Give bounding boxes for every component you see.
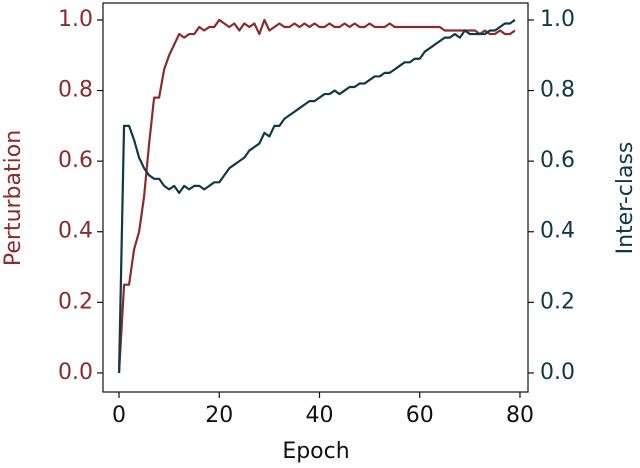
- y2-tick-label: 0.4: [540, 219, 575, 244]
- x-tick-label: 80: [506, 403, 534, 428]
- x-tick-label: 40: [306, 403, 334, 428]
- y2-tick-label: 0.0: [540, 360, 575, 385]
- x-tick-label: 0: [112, 403, 126, 428]
- y2-tick-label: 0.6: [540, 148, 575, 173]
- y-tick-label: 0.2: [58, 289, 93, 314]
- y-axis-label: Perturbation: [1, 130, 26, 266]
- data-line: [117, 18, 516, 374]
- y2-axis-label: Inter-class: [613, 142, 638, 255]
- y-tick-label: 0.6: [58, 148, 93, 173]
- y2-tick-label: 0.2: [540, 289, 575, 314]
- x-axis-label: Epoch: [282, 439, 349, 464]
- x-tick-label: 20: [205, 403, 233, 428]
- y2-tick-label: 1.0: [540, 7, 575, 32]
- y2-tick-label: 0.8: [540, 78, 575, 103]
- y-tick-label: 0.4: [58, 219, 93, 244]
- x-tick-label: 60: [406, 403, 434, 428]
- y-tick-label: 0.0: [58, 360, 93, 385]
- plot-frame: [102, 2, 529, 393]
- y-tick-label: 1.0: [58, 7, 93, 32]
- data-line: [117, 19, 516, 373]
- y-tick-label: 0.8: [58, 78, 93, 103]
